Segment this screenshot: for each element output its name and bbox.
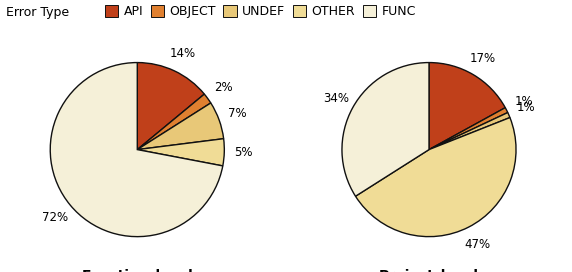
Wedge shape <box>50 63 223 237</box>
Wedge shape <box>429 108 508 150</box>
Wedge shape <box>137 94 210 150</box>
Legend: API, OBJECT, UNDEF, OTHER, FUNC: API, OBJECT, UNDEF, OTHER, FUNC <box>104 4 417 19</box>
Text: 1%: 1% <box>514 95 533 108</box>
Wedge shape <box>137 63 204 150</box>
Text: 1%: 1% <box>517 101 536 114</box>
Text: 14%: 14% <box>169 47 196 60</box>
Text: 34%: 34% <box>323 92 349 105</box>
Wedge shape <box>342 63 429 196</box>
Wedge shape <box>137 103 224 150</box>
Text: 2%: 2% <box>214 81 232 94</box>
Title: Function–level: Function–level <box>81 269 193 272</box>
Text: 17%: 17% <box>470 52 496 65</box>
Wedge shape <box>429 113 510 150</box>
Title: Project–level: Project–level <box>379 269 479 272</box>
Wedge shape <box>137 139 224 166</box>
Wedge shape <box>429 63 505 150</box>
Text: 47%: 47% <box>464 238 490 251</box>
Text: 72%: 72% <box>42 211 69 224</box>
Text: Error Type: Error Type <box>6 6 69 19</box>
Text: 5%: 5% <box>234 146 253 159</box>
Wedge shape <box>356 118 516 237</box>
Text: 7%: 7% <box>228 107 247 120</box>
